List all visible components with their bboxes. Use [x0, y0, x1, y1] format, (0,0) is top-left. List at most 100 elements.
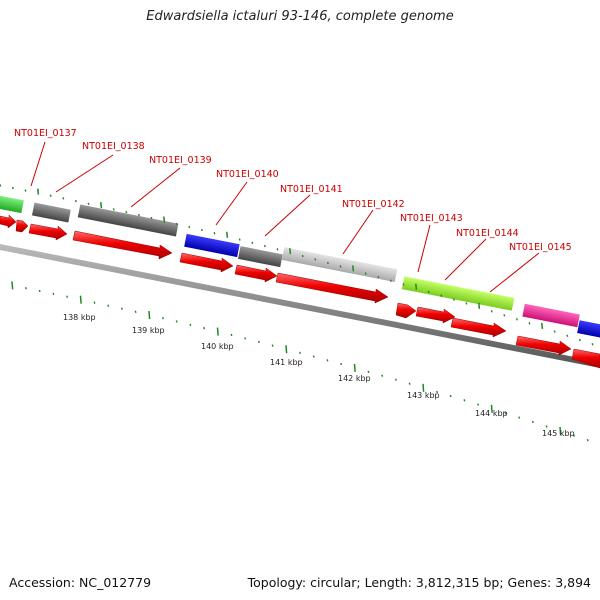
minor-tick — [120, 307, 123, 310]
scale-label: 140 kbp — [201, 342, 234, 351]
minor-tick — [377, 275, 380, 279]
minor-tick — [449, 394, 452, 398]
major-tick — [415, 283, 418, 290]
minor-tick — [504, 411, 507, 415]
minor-tick — [299, 351, 301, 355]
minor-tick — [394, 378, 397, 381]
minor-tick — [573, 434, 575, 437]
minor-tick — [175, 222, 178, 226]
gene-label: NT01EI_0140 — [216, 169, 279, 180]
cds-arrow — [395, 302, 417, 319]
gene-label: NT01EI_0143 — [400, 213, 463, 224]
cds-arrow — [234, 264, 278, 283]
minor-tick — [566, 334, 569, 337]
cog-bar-green — [0, 194, 24, 214]
cog-bar-blue — [577, 320, 600, 339]
minor-tick — [112, 208, 115, 211]
cds-arrow — [28, 223, 68, 241]
cds-arrow — [415, 306, 456, 324]
major-tick — [11, 281, 14, 290]
cog-bar-darkgray — [31, 202, 71, 223]
minor-tick — [477, 403, 480, 406]
topology-text: Topology: circular; Length: 3,812,315 bp… — [247, 575, 591, 590]
minor-tick — [427, 290, 430, 294]
minor-tick — [200, 228, 203, 232]
major-tick — [490, 404, 493, 413]
cds-arrow — [515, 335, 572, 356]
minor-tick — [381, 374, 384, 377]
label-pointer — [215, 181, 248, 226]
cog-bars — [0, 194, 600, 339]
cds-arrow — [179, 252, 234, 273]
minor-tick — [107, 304, 110, 307]
gene-label: NT01EI_0137 — [14, 128, 77, 139]
scale-label: 141 kbp — [270, 358, 303, 367]
minor-tick — [238, 238, 241, 241]
gene-label: NT01EI_0144 — [456, 228, 519, 239]
minor-tick — [74, 199, 77, 203]
label-pointer — [342, 209, 374, 255]
cds-arrow — [571, 348, 600, 369]
minor-tick — [175, 320, 178, 323]
major-tick — [285, 345, 288, 354]
minor-tick — [125, 211, 128, 214]
minor-tick — [326, 261, 329, 265]
minor-tick — [545, 425, 548, 428]
minor-tick — [312, 355, 315, 358]
minor-tick — [436, 390, 438, 394]
minor-tick — [452, 298, 455, 301]
minor-tick — [518, 416, 521, 419]
major-tick — [559, 426, 562, 436]
label-pointer — [55, 154, 114, 193]
label-pointer — [30, 141, 46, 187]
cog-bar-lightgray — [281, 247, 398, 283]
minor-tick — [339, 265, 342, 268]
gene-label-pointers — [30, 141, 540, 293]
gene-labels: NT01EI_0137 NT01EI_0138 NT01EI_0139 NT01… — [14, 128, 572, 253]
minor-tick — [531, 420, 534, 424]
major-tick — [37, 188, 40, 195]
minor-tick — [137, 213, 140, 217]
major-tick — [422, 383, 425, 392]
major-tick — [216, 327, 219, 336]
minor-tick — [25, 286, 27, 290]
accession-text: Accession: NC_012779 — [9, 575, 152, 590]
minor-tick — [440, 294, 443, 297]
cog-bar-darkgray — [238, 246, 283, 268]
minor-tick — [515, 318, 518, 321]
minor-tick — [553, 330, 556, 333]
minor-tick — [367, 370, 370, 374]
gene-label: NT01EI_0142 — [342, 199, 405, 210]
minor-tick — [389, 279, 392, 282]
major-tick — [100, 202, 103, 209]
major-tick — [352, 265, 355, 272]
minor-tick — [364, 272, 367, 275]
minor-tick — [213, 232, 216, 235]
scale-label: 144 kbp — [475, 409, 508, 418]
minor-tick — [326, 359, 329, 362]
major-tick — [148, 310, 151, 320]
scale-label: 143 kbp — [407, 391, 440, 400]
minor-tick — [586, 438, 589, 442]
major-tick — [226, 231, 229, 238]
minor-tick — [257, 340, 260, 344]
minor-tick — [66, 295, 69, 298]
cds-features — [0, 214, 600, 369]
minor-tick — [188, 225, 191, 229]
minor-tick — [62, 197, 65, 200]
minor-tick — [301, 254, 304, 258]
minor-tick — [271, 344, 274, 347]
minor-tick — [591, 343, 594, 346]
minor-tick — [0, 184, 2, 187]
minor-tick — [49, 194, 52, 197]
minor-tick — [465, 302, 468, 305]
minor-tick — [463, 399, 466, 402]
minor-tick — [578, 338, 581, 342]
outer-tick-ring — [0, 184, 594, 346]
minor-tick — [340, 362, 343, 366]
minor-tick — [203, 326, 206, 330]
minor-tick — [276, 248, 279, 251]
gene-label: NT01EI_0145 — [509, 242, 572, 253]
minor-tick — [244, 337, 247, 340]
